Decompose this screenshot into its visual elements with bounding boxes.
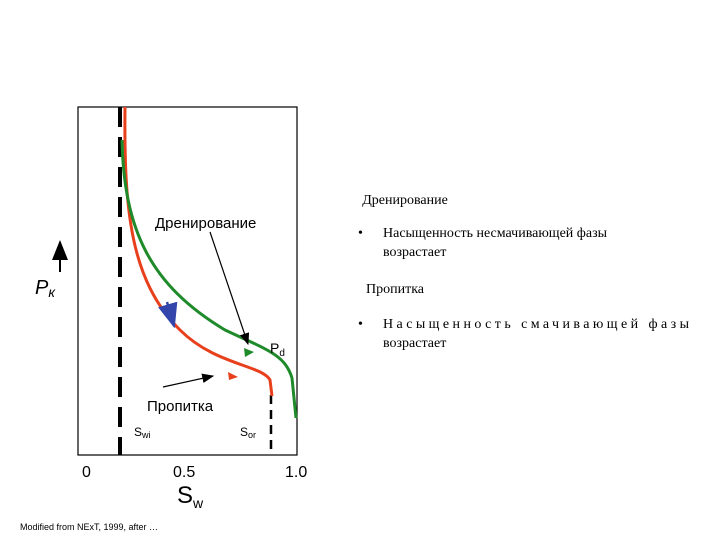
x-tick-label: 0: [82, 464, 91, 481]
x-label-main: S: [177, 482, 193, 509]
drainage-label: Дренирование: [155, 215, 256, 232]
curve-arrow: [244, 348, 254, 357]
note-line: возрастает: [383, 336, 446, 351]
y-label-main: P: [35, 277, 49, 299]
bullet: •: [358, 226, 363, 241]
curve-arrow: [228, 372, 238, 380]
pd-sub: d: [279, 348, 285, 359]
note-line: Насыщенность смачивающей фазы: [383, 317, 690, 332]
swi-main: S: [134, 425, 142, 439]
sor-sub: or: [248, 430, 256, 440]
x-tick-label: 1.0: [285, 464, 307, 481]
note-line: возрастает: [383, 245, 446, 260]
plot-frame: [77, 106, 298, 456]
drainage-curve: [120, 139, 298, 419]
y-label: Pк: [35, 277, 56, 300]
blue-arrow: [158, 301, 178, 329]
y-label-sub: к: [48, 284, 56, 300]
sor-label: Sor: [240, 425, 256, 440]
footnote: Modified from NExT, 1999, after …: [20, 522, 158, 532]
note-heading: Дренирование: [362, 193, 448, 208]
x-tick-label: 0.5: [173, 464, 195, 481]
swi-sub: wi: [141, 430, 151, 440]
x-label: Sw: [177, 482, 204, 511]
swi-label: Swi: [134, 425, 151, 440]
bullet: •: [358, 317, 363, 332]
imbibition-label: Пропитка: [147, 398, 214, 415]
pointer-arrow: [209, 231, 250, 346]
pointer-arrow: [162, 373, 215, 388]
x-label-sub: w: [192, 495, 204, 511]
sor-main: S: [240, 425, 248, 439]
note-line: Насыщенность несмачивающей фазы: [383, 226, 608, 241]
pd-label: Pd: [270, 340, 285, 359]
pd-main: P: [270, 340, 279, 356]
note-heading: Пропитка: [366, 282, 425, 297]
